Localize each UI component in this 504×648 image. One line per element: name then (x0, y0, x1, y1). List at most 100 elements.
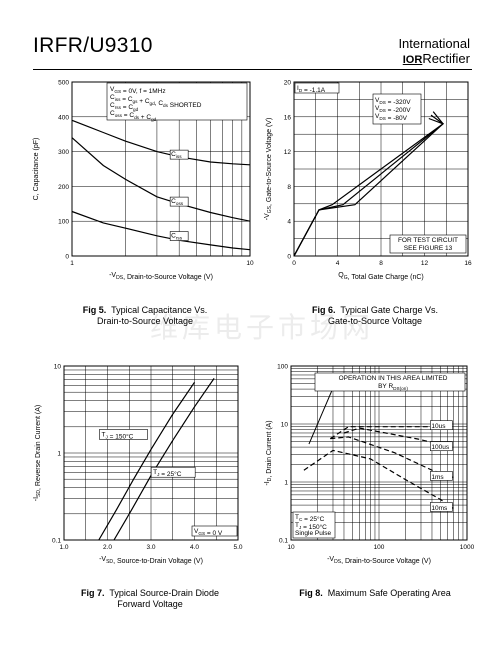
fig5-xlabel: -VDS, Drain-to-Source Voltage (V) (109, 272, 213, 281)
fig7-label-150c: TJ = 150°C (102, 431, 134, 440)
fig6-legend-0: VDS = -320V (375, 97, 411, 106)
fig6-ytick-label: 0 (287, 254, 291, 261)
fig8-ytick-label: 1 (284, 480, 288, 487)
fig5-series-crss (71, 210, 251, 251)
fig8-ytick-label: 0.1 (279, 538, 288, 545)
fig8-cond-pulse: Single Pulse (295, 530, 332, 537)
fig5-legend-line4: Coss = Cds + Cgd (110, 110, 157, 122)
fig8-caption: Fig 8. Maximum Safe Operating Area (280, 588, 470, 599)
fig5-series-ciss (71, 119, 251, 166)
fig6-legend-1: VDS = -200V (375, 105, 411, 114)
fig8-xtick-label: 100 (374, 544, 385, 551)
fig8-time-label-10ms: 10ms (431, 505, 448, 512)
fig7-ytick-label: 10 (54, 364, 62, 371)
fig6-xtick-label: 12 (421, 260, 429, 267)
fig7-series-t-j-25-c (113, 378, 215, 541)
fig7-xtick-label: 2.0 (103, 544, 112, 551)
fig5-legend-box (106, 82, 248, 121)
fig7-plot-frame (63, 365, 239, 541)
fig6-caption-line2: Gate-to-Source Voltage (327, 316, 423, 326)
fig5-ytick-label: 0 (65, 254, 69, 261)
fig8-cond-box (292, 511, 336, 539)
fig7-label-bg (150, 466, 196, 478)
fig5-caption-line1: Typical Capacitance Vs. (111, 305, 208, 315)
fig8-annotation-line1: OPERATION IN THIS AREA LIMITED (339, 375, 448, 382)
fig5-curve-label-crss: Crss (171, 233, 183, 241)
header-rule (33, 69, 472, 70)
fig8-cond-tc: TC = 25°C (295, 514, 325, 523)
fig7-caption: Fig 7. Typical Source-Drain Diode Forwar… (50, 588, 250, 610)
fig7-ylabel: -ISD, Reverse Drain Current (A) (33, 405, 42, 501)
fig8-xlabel: -VDS, Drain-to-Source Voltage (V) (327, 556, 431, 565)
fig8-time-bg (430, 502, 453, 512)
fig5-legend-line1: VGS = 0V, f = 1MHz (110, 86, 166, 95)
fig6-ytick-label: 4 (287, 219, 291, 226)
fig7-chart: 1.0 2.0 3.0 4.0 5.0 0.1 1 10 -VSD, Source-to-Dra… (33, 364, 243, 566)
fig8-time-label-10us: 10us (431, 423, 446, 430)
brand-rectifier: Rectifier (422, 51, 470, 66)
fig5-xtick-label: 1 (70, 260, 74, 267)
fig8-ytick-label: 10 (281, 422, 289, 429)
fig5-caption: Fig 5. Typical Capacitance Vs. Drain-to-… (60, 305, 230, 327)
fig6-ytick-label: 20 (284, 80, 292, 87)
fig7-label-25c: TJ = 25°C (153, 469, 182, 478)
fig6-ylabel: -VGS, Gate-to-Source Voltage (V) (264, 118, 273, 221)
fig5-label-bg (169, 196, 189, 207)
fig7-xtick-label: 5.0 (233, 544, 242, 551)
fig6-annotation-id: ID = -1.1A (297, 85, 326, 94)
fig5-curve-label-coss: Coss (171, 198, 184, 206)
fig8-caption-line1: Maximum Safe Operating Area (327, 588, 451, 598)
fig7-annotation-vgs: VGS = 0 V (194, 528, 223, 537)
fig5-label-bg (169, 231, 189, 241)
fig6-note-line2: SEE FIGURE 13 (404, 245, 453, 252)
fig7-xlabel: -VSD, Source-to-Drain Voltage (V) (99, 556, 203, 565)
fig6-ytick-label: 12 (284, 149, 292, 156)
fig5-legend-line2: Ciss = Cgs + Cgd, Cds SHORTED (110, 94, 202, 109)
fig8-chart: 10 100 1000 0.1 1 10 100 -VDS, Drain-to-Source … (264, 364, 475, 566)
fig5-legend-line3: Crss = Cgd (110, 102, 139, 112)
fig7-caption-line2: Forward Voltage (117, 599, 183, 609)
fig7-ytick-label: 1 (57, 451, 61, 458)
fig7-label-bg (99, 429, 148, 440)
fig6-caption-line1: Typical Gate Charge Vs. (340, 305, 438, 315)
fig7-xtick-label: 4.0 (190, 544, 199, 551)
fig8-time-label-1ms: 1ms (431, 474, 444, 481)
fig5-plot-frame (71, 81, 251, 257)
fig7-caption-line1: Typical Source-Drain Diode (109, 588, 219, 598)
fig5-ylabel: C, Capacitance (pF) (33, 138, 40, 201)
fig6-id-box (294, 82, 340, 94)
fig7-series-t-j-150-c (98, 381, 195, 541)
fig8-time-label-100us: 100us (431, 444, 449, 451)
fig6-ytick-label: 16 (284, 114, 292, 121)
fig8-annotation-line2: BY RDS(on) (378, 383, 408, 391)
fig5-curve-label-ciss: Ciss (171, 151, 182, 159)
fig8-series-100us (343, 427, 454, 449)
fig8-xtick-label: 1000 (460, 544, 475, 551)
fig6-xtick-label: 0 (292, 260, 296, 267)
fig5-xtick-label: 10 (246, 260, 254, 267)
ior-logo: IOR (402, 54, 423, 66)
fig7-xtick-label: 1.0 (59, 544, 68, 551)
fig5-ytick-label: 300 (58, 149, 69, 156)
fig6-caption: Fig 6. Typical Gate Charge Vs. Gate-to-S… (290, 305, 460, 327)
part-number: IRFR/U9310 (33, 34, 153, 57)
fig5-ytick-label: 500 (58, 80, 69, 87)
fig6-series-v-ds-80v (293, 117, 445, 257)
fig6-chart: 0 4 8 12 16 0 4 8 12 16 20 QG, Total Gate Charge (n… (264, 80, 472, 282)
fig6-note-box (389, 234, 467, 254)
fig7-grid (64, 365, 238, 541)
fig7-vgs-bg (191, 525, 238, 537)
fig6-xlabel: QG, Total Gate Charge (nC) (338, 272, 424, 281)
fig6-legend-2: VDS = -80V (375, 113, 408, 122)
fig8-plot-frame (290, 365, 468, 541)
fig6-number: Fig 6. (312, 305, 336, 315)
fig6-xtick-label: 16 (464, 260, 472, 267)
fig8-ytick-label: 100 (277, 364, 288, 371)
fig5-ytick-label: 200 (58, 184, 69, 191)
fig7-ytick-label: 0.1 (52, 538, 61, 545)
fig6-xtick-label: 4 (336, 260, 340, 267)
brand-logo: IORRectifier (403, 51, 470, 66)
brand-name: International (398, 36, 470, 51)
fig6-ytick-label: 8 (287, 184, 291, 191)
fig5-caption-line2: Drain-to-Source Voltage (96, 316, 194, 326)
